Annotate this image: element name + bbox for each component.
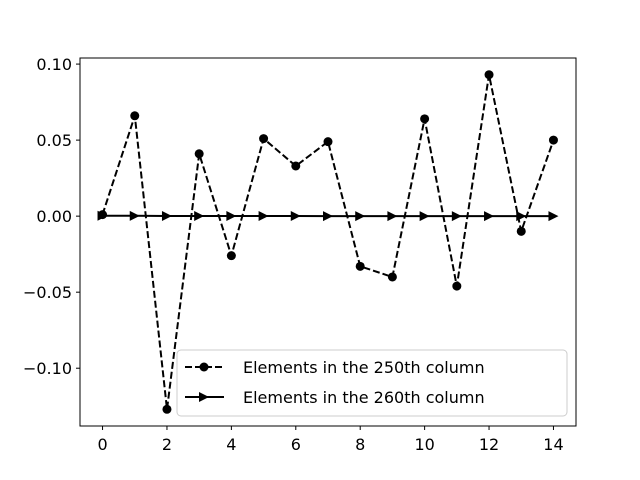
data-point-series-2 xyxy=(129,210,140,221)
data-point-series-1 xyxy=(516,226,526,236)
x-tick-label: 4 xyxy=(226,435,236,454)
data-point-series-2 xyxy=(451,211,462,222)
data-point-series-1 xyxy=(484,70,494,80)
y-tick-label: 0.00 xyxy=(36,207,72,226)
legend-box xyxy=(176,349,568,417)
data-point-series-2 xyxy=(323,211,333,222)
data-point-series-2 xyxy=(355,211,366,222)
data-point-series-1 xyxy=(355,261,365,271)
data-point-series-1 xyxy=(291,161,301,171)
data-point-series-2 xyxy=(97,210,108,221)
y-tick-label: 0.05 xyxy=(36,131,72,150)
data-point-series-2 xyxy=(548,211,559,222)
data-point-series-2 xyxy=(516,211,527,222)
data-point-series-1 xyxy=(548,135,558,145)
x-tick-label: 14 xyxy=(543,435,563,454)
x-tick-label: 2 xyxy=(162,435,172,454)
data-point-series-1 xyxy=(452,281,462,291)
x-tick-label: 8 xyxy=(355,435,365,454)
data-point-series-2 xyxy=(484,211,495,222)
axes-frame xyxy=(79,57,577,427)
data-point-series-1 xyxy=(226,251,236,261)
series-line-1 xyxy=(101,74,555,410)
legend: Elements in the 250th column Elements in… xyxy=(176,349,568,417)
legend-label-series-2: Elements in the 260th column xyxy=(243,388,485,407)
data-point-series-1 xyxy=(387,272,397,282)
data-point-series-2 xyxy=(290,210,301,221)
legend-label-series-1: Elements in the 250th column xyxy=(243,358,485,377)
y-tick-label: 0.10 xyxy=(36,55,72,74)
data-point-series-2 xyxy=(161,210,172,221)
x-tick-label: 10 xyxy=(414,435,434,454)
y-tick-label: −0.10 xyxy=(23,359,72,378)
data-point-series-1 xyxy=(420,114,430,124)
data-point-series-2 xyxy=(194,210,205,221)
data-point-series-2 xyxy=(226,210,237,221)
data-point-series-1 xyxy=(259,134,269,144)
legend-marker-series-2 xyxy=(199,392,209,402)
x-tick-label: 6 xyxy=(291,435,301,454)
data-point-series-1 xyxy=(194,149,204,159)
x-tick-label: 0 xyxy=(97,435,107,454)
y-tick-label: −0.05 xyxy=(23,283,72,302)
legend-marker-series-1 xyxy=(199,362,209,372)
x-tick-label: 12 xyxy=(479,435,499,454)
data-point-series-2 xyxy=(419,211,430,222)
plot-area: 0 2 4 6 8 10 12 14 −0.10 −0.05 0.00 0.05 0.10 xyxy=(23,55,577,454)
data-point-series-1 xyxy=(323,137,333,147)
data-point-series-1 xyxy=(162,404,172,414)
data-point-series-2 xyxy=(387,211,398,222)
data-point-series-2 xyxy=(258,210,269,221)
data-point-series-1 xyxy=(130,111,140,121)
